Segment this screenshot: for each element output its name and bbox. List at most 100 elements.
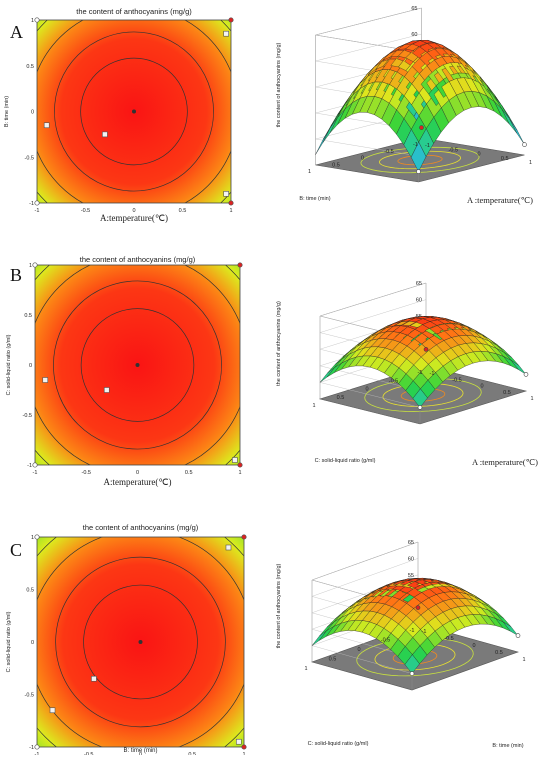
surface-facet bbox=[330, 108, 346, 133]
floor-contour-2 bbox=[374, 643, 456, 671]
floor-contour-2 bbox=[378, 150, 462, 170]
surface-x-tick: -1 bbox=[425, 143, 430, 149]
surface-y-tick: 1 bbox=[312, 403, 315, 409]
floor-contour-2 bbox=[382, 383, 464, 407]
surface-x-tick: -0.5 bbox=[449, 147, 458, 153]
z-tick-label: 65 bbox=[411, 6, 417, 12]
design-point-corner bbox=[32, 462, 38, 468]
contour-y-axis-label: B: time (min) bbox=[4, 96, 10, 127]
panel-letter-a: A bbox=[10, 22, 23, 42]
design-point-box bbox=[223, 30, 229, 37]
design-point-box bbox=[232, 457, 238, 463]
surface-facet bbox=[322, 117, 338, 143]
contour-title: the content of anthocyanins (mg/g) bbox=[80, 255, 196, 264]
y-tick-label: 0 bbox=[31, 640, 34, 646]
design-point-box bbox=[102, 131, 108, 138]
design-point-corner bbox=[34, 17, 40, 23]
y-tick-label: -0.5 bbox=[25, 155, 34, 161]
contour-y-axis-label: C: solid-liquid ratio (g/ml) bbox=[6, 611, 12, 672]
surface-design-point bbox=[423, 347, 429, 352]
design-point-corner bbox=[237, 462, 243, 468]
contour-x-axis-label: B: time (min) bbox=[123, 748, 157, 754]
x-tick-label: -1 bbox=[35, 208, 40, 214]
x-tick-label: 1 bbox=[229, 208, 232, 214]
z-gridline bbox=[315, 7, 422, 53]
y-tick-label: -0.5 bbox=[25, 693, 34, 699]
contour-line-2 bbox=[55, 556, 226, 728]
surface-facet bbox=[311, 630, 327, 646]
surface-design-point bbox=[415, 605, 421, 610]
z-tick-label: 60 bbox=[416, 298, 422, 304]
y-tick-label: -1 bbox=[29, 201, 34, 207]
x-tick-label: 0.5 bbox=[185, 470, 193, 476]
surface-z-axis-label: the content of anthocyanins (mg/g) bbox=[276, 563, 282, 648]
design-point-corner bbox=[32, 262, 38, 268]
surface-x-axis-label: B: time (min) bbox=[492, 743, 523, 749]
x-tick-label: 0.5 bbox=[179, 208, 187, 214]
z-tick-label: 55 bbox=[408, 573, 414, 579]
contour-line-1 bbox=[80, 57, 188, 166]
surface-x-tick: -0.5 bbox=[452, 377, 461, 383]
surface-y-tick: 0 bbox=[357, 647, 360, 653]
design-point-corner bbox=[34, 200, 40, 206]
x-tick-label: -0.5 bbox=[81, 208, 90, 214]
surface-y-axis-label: C: solid-liquid ratio (g/ml) bbox=[315, 458, 376, 464]
design-point-corner bbox=[228, 200, 234, 206]
panel-b: B the content of anthocyanins (mg/g) -1 -0… bbox=[0, 253, 550, 505]
x-tick-label: 1 bbox=[242, 752, 245, 755]
surface-x-tick: -0.5 bbox=[444, 636, 453, 642]
y-tick-label: 0.5 bbox=[26, 64, 34, 70]
surface-design-point bbox=[523, 372, 529, 377]
contour-title: the content of anthocyanins (mg/g) bbox=[76, 7, 192, 16]
x-tick-label: -1 bbox=[33, 470, 38, 476]
surface-x-tick: 0 bbox=[480, 384, 483, 390]
surface-z-axis-label: the content of anthocyanins (mg/g) bbox=[276, 301, 282, 386]
surface-x-tick: 0.5 bbox=[503, 390, 511, 396]
design-point-box bbox=[91, 675, 97, 682]
surface-x-tick: 0.5 bbox=[495, 650, 503, 656]
surface-design-point bbox=[419, 125, 424, 130]
surface-z-axis-label: the content of anthocyanins (mg/g) bbox=[276, 42, 282, 127]
design-point-corner bbox=[34, 534, 40, 540]
contour-line-1 bbox=[80, 308, 195, 422]
surface-y-tick: -1 bbox=[413, 142, 418, 148]
panel-c: C the content of anthocyanins (mg/g) -1 -0… bbox=[0, 510, 550, 762]
contour-title: the content of anthocyanins (mg/g) bbox=[83, 523, 199, 532]
contour-plot-a: the content of anthocyanins (mg/g) -1 -0.5… bbox=[4, 7, 234, 223]
design-point-box bbox=[42, 377, 49, 383]
design-point-box bbox=[43, 122, 50, 129]
surface-y-tick: 0 bbox=[361, 156, 364, 162]
x-tick-label: -0.5 bbox=[84, 752, 93, 755]
y-tick-label: 0 bbox=[31, 110, 34, 116]
surface-design-point bbox=[417, 405, 423, 410]
surface-y-tick: -0.5 bbox=[389, 378, 398, 384]
surface-facet bbox=[501, 109, 518, 134]
surface-x-tick: 1 bbox=[529, 160, 532, 166]
x-tick-label: -0.5 bbox=[82, 470, 91, 476]
design-point-corner bbox=[34, 744, 40, 750]
contour-line-2 bbox=[53, 280, 222, 450]
surface-facet bbox=[511, 360, 527, 375]
design-point-corner bbox=[228, 17, 234, 23]
contour-x-axis-label: A:temperature(℃) bbox=[100, 213, 168, 223]
y-tick-label: 0 bbox=[29, 363, 32, 369]
contour-plot-c: the content of anthocyanins (mg/g) -1 -0.5… bbox=[6, 523, 247, 755]
surface-x-tick: 1 bbox=[522, 657, 525, 663]
z-tick-label: 60 bbox=[408, 556, 414, 562]
x-tick-label: 0 bbox=[136, 470, 139, 476]
design-point-center bbox=[135, 363, 140, 367]
design-point-box bbox=[103, 387, 110, 393]
z-tick-label: 65 bbox=[408, 540, 414, 546]
floor-contour-3 bbox=[356, 637, 474, 677]
y-tick-label: 1 bbox=[31, 535, 34, 541]
surface-x-tick: 1 bbox=[530, 396, 533, 402]
surface-x-tick: 0 bbox=[477, 152, 480, 158]
y-tick-label: 1 bbox=[29, 263, 32, 269]
z-tick-label: 65 bbox=[416, 281, 422, 287]
contour-frame bbox=[36, 536, 245, 748]
design-point-box bbox=[49, 707, 56, 714]
contour-line-2 bbox=[54, 31, 214, 192]
contour-y-axis-label: C: solid-liquid ratio (g/ml) bbox=[6, 334, 12, 395]
